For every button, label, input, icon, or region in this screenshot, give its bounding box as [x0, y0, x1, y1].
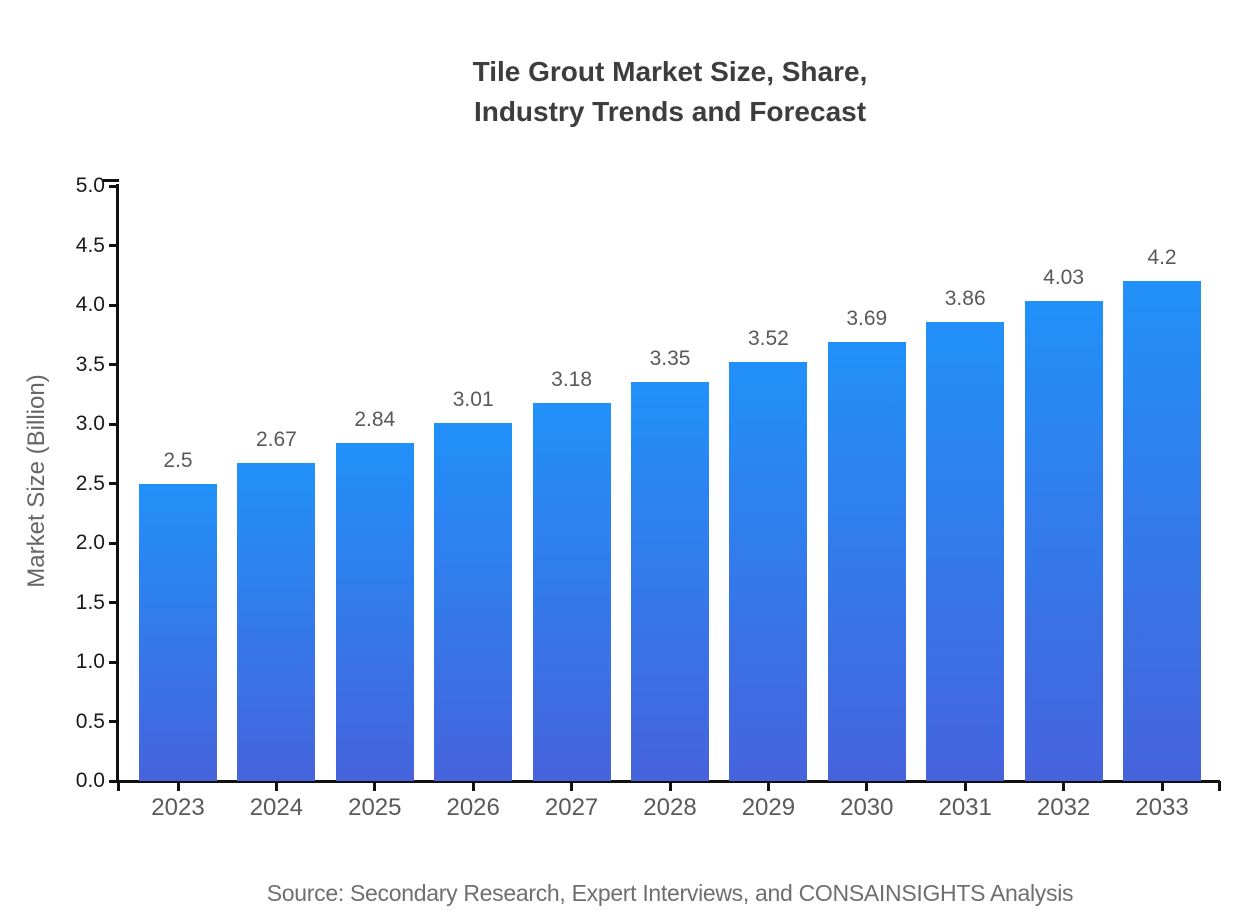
chart-title-line1: Tile Grout Market Size, Share,: [472, 56, 868, 87]
x-tick-label: 2027: [544, 794, 599, 821]
x-tick: [274, 781, 278, 791]
bar-value-label: 4.2: [1147, 246, 1177, 270]
x-tick: [176, 781, 180, 791]
y-tick-label: 0.5: [75, 709, 105, 733]
x-tick-label: 2030: [840, 794, 894, 821]
bar-2031: [926, 321, 1005, 781]
bar-2028: [631, 382, 709, 781]
y-tick: [109, 541, 118, 545]
chart-title: Tile Grout Market Size, Share, Industry …: [70, 52, 1260, 132]
x-tick: [865, 781, 869, 791]
x-tick-label: 2023: [151, 794, 205, 821]
x-tick-label: 2033: [1135, 794, 1189, 821]
x-tick-label: 2028: [643, 794, 697, 821]
y-tick-label: 3.5: [75, 352, 105, 376]
bar-value-label: 2.5: [163, 448, 193, 472]
bar-2024: [237, 463, 316, 781]
x-tick-label: 2031: [938, 794, 992, 821]
bar-value-label: 3.69: [846, 306, 888, 330]
y-tick-label: 4.5: [75, 233, 105, 257]
y-tick: [109, 184, 118, 188]
y-tick: [109, 422, 118, 426]
y-tick-label: 4.0: [75, 293, 105, 316]
y-tick-label: 3.0: [75, 412, 105, 435]
x-axis-start-tick: [116, 781, 120, 791]
x-tick: [373, 781, 377, 791]
y-tick: [109, 660, 118, 664]
x-tick: [668, 781, 672, 791]
source-note: Source: Secondary Research, Expert Inter…: [266, 880, 1074, 906]
chart-title-line2: Industry Trends and Forecast: [473, 96, 867, 127]
bar-value-label: 3.35: [649, 347, 691, 371]
y-tick: [109, 244, 118, 247]
bar-2032: [1024, 301, 1103, 781]
x-tick-label: 2032: [1036, 794, 1091, 821]
y-tick: [109, 363, 118, 366]
bar-2033: [1123, 281, 1201, 781]
x-tick: [766, 781, 770, 791]
y-tick: [109, 601, 118, 604]
x-tick-label: 2024: [249, 794, 304, 821]
x-axis-line: [116, 780, 1220, 783]
x-tick-label: 2025: [348, 794, 402, 821]
y-tick-label: 1.0: [75, 650, 105, 673]
x-axis-end-tick: [1217, 781, 1221, 791]
bar-value-label: 3.18: [551, 367, 593, 391]
y-tick: [109, 720, 118, 723]
y-tick-label: 2.5: [75, 471, 105, 495]
x-tick: [1062, 781, 1066, 791]
bar-2029: [729, 362, 808, 781]
bar-2023: [139, 483, 217, 781]
x-tick: [570, 781, 574, 791]
x-tick: [1160, 781, 1164, 791]
x-tick: [963, 781, 967, 791]
y-tick: [109, 779, 118, 783]
x-tick-label: 2026: [446, 794, 500, 821]
bar-2026: [434, 422, 513, 781]
y-axis-end-cap: [103, 179, 119, 182]
bar-value-label: 3.86: [944, 286, 986, 310]
y-tick-label: 5.0: [75, 174, 105, 197]
y-tick-label: 0.0: [75, 769, 105, 792]
bar-2027: [532, 402, 611, 781]
bar-value-label: 3.01: [452, 387, 494, 411]
y-tick: [109, 303, 118, 307]
bar-2025: [335, 443, 414, 781]
y-tick-label: 2.0: [75, 531, 105, 554]
x-tick: [471, 781, 475, 791]
bar-value-label: 4.03: [1043, 266, 1085, 290]
bar-value-label: 2.84: [354, 408, 396, 432]
bar-value-label: 2.67: [255, 428, 297, 452]
y-tick: [109, 482, 118, 485]
y-tick-label: 1.5: [75, 590, 105, 614]
bar-2030: [827, 341, 906, 781]
bar-value-label: 3.52: [747, 327, 789, 351]
x-tick-label: 2029: [741, 794, 796, 821]
